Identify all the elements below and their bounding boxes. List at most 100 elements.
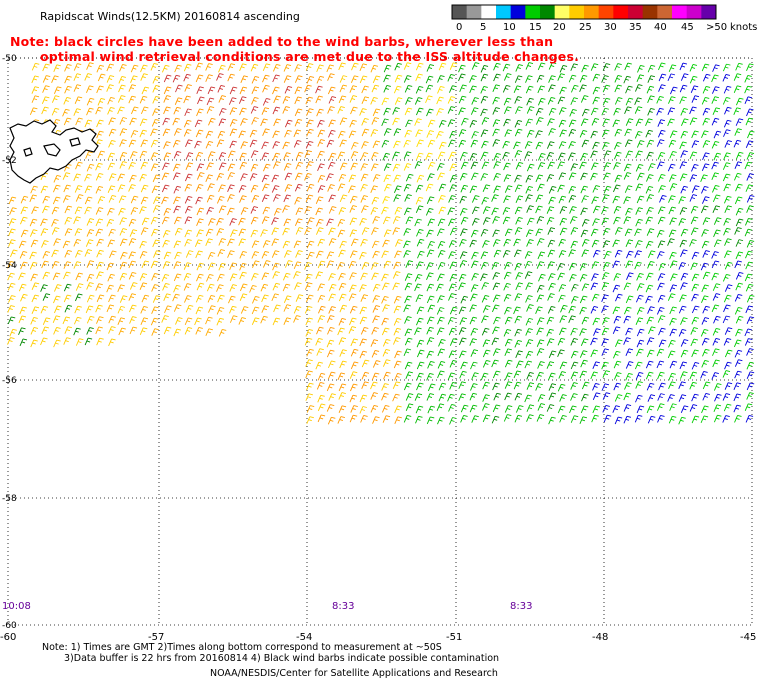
wind-barb bbox=[337, 229, 346, 238]
wind-barb bbox=[470, 139, 479, 148]
wind-barb bbox=[448, 404, 456, 412]
wind-barb bbox=[547, 273, 556, 281]
wind-barb bbox=[359, 218, 367, 226]
wind-barb bbox=[625, 361, 634, 369]
wind-barb bbox=[185, 162, 194, 170]
wind-barb bbox=[626, 272, 634, 280]
wind-barb bbox=[625, 348, 634, 356]
wind-barb bbox=[735, 207, 744, 216]
wind-barb bbox=[306, 161, 314, 169]
wind-barb bbox=[393, 317, 402, 326]
wind-barb bbox=[744, 338, 753, 346]
wind-barb bbox=[251, 75, 260, 84]
wind-barb bbox=[623, 404, 632, 412]
wind-barb bbox=[427, 139, 436, 148]
wind-barb bbox=[260, 229, 268, 237]
wind-barb bbox=[747, 130, 755, 139]
wind-barb bbox=[722, 415, 730, 423]
wind-barb bbox=[360, 238, 368, 247]
wind-barb bbox=[262, 98, 271, 106]
wind-barb bbox=[161, 64, 170, 73]
wind-barb bbox=[348, 130, 357, 139]
wind-barb bbox=[108, 195, 117, 203]
wind-barb bbox=[469, 153, 478, 161]
wind-barb bbox=[338, 293, 347, 302]
wind-barb bbox=[195, 129, 204, 138]
wind-barb bbox=[744, 74, 752, 83]
wind-barb bbox=[84, 196, 93, 205]
wind-barb bbox=[724, 205, 732, 214]
wind-barb bbox=[163, 86, 172, 95]
wind-barb bbox=[53, 174, 62, 183]
wind-barb bbox=[416, 238, 425, 247]
wind-barb bbox=[339, 240, 347, 249]
wind-barb bbox=[40, 284, 48, 292]
wind-barb bbox=[746, 63, 754, 71]
wind-barb bbox=[96, 271, 104, 280]
wind-barb bbox=[546, 174, 555, 182]
wind-barb bbox=[42, 85, 50, 93]
wind-barb bbox=[613, 315, 622, 324]
wind-barb bbox=[480, 173, 488, 181]
wind-barb bbox=[64, 326, 72, 334]
wind-barb bbox=[317, 139, 325, 147]
wind-barb bbox=[337, 261, 345, 270]
wind-barb bbox=[680, 108, 688, 116]
wind-barb bbox=[218, 152, 227, 160]
wind-barb bbox=[547, 161, 555, 170]
wind-barb bbox=[603, 162, 612, 170]
wind-barb bbox=[118, 327, 126, 336]
wind-barb bbox=[239, 107, 247, 116]
wind-barb bbox=[117, 95, 126, 103]
wind-barb bbox=[636, 195, 645, 204]
wind-barb bbox=[315, 361, 323, 370]
wind-barb bbox=[316, 250, 324, 259]
wind-barb bbox=[635, 84, 643, 92]
wind-barb bbox=[647, 95, 655, 103]
wind-barb bbox=[734, 227, 742, 235]
wind-barb bbox=[723, 183, 731, 192]
wind-barb bbox=[392, 381, 401, 390]
wind-barb bbox=[669, 360, 678, 369]
wind-barb bbox=[172, 163, 181, 172]
wind-barb bbox=[667, 73, 676, 82]
wind-barb bbox=[97, 150, 105, 159]
wind-barb bbox=[656, 251, 665, 259]
wind-barb bbox=[536, 339, 545, 347]
wind-barb bbox=[492, 382, 500, 391]
wind-barb bbox=[602, 63, 611, 71]
wind-barb bbox=[251, 194, 260, 203]
wind-barb bbox=[338, 95, 347, 104]
wind-barb bbox=[283, 317, 291, 325]
wind-barb bbox=[700, 371, 708, 379]
wind-barb bbox=[86, 107, 94, 116]
wind-barb bbox=[503, 293, 512, 302]
wind-barb bbox=[471, 62, 480, 70]
wind-barb bbox=[372, 108, 381, 117]
wind-barb bbox=[382, 415, 391, 423]
wind-barb bbox=[525, 175, 534, 183]
wind-barb bbox=[40, 337, 48, 346]
wind-barb bbox=[95, 218, 104, 227]
wind-barb bbox=[437, 151, 446, 160]
wind-barb bbox=[744, 161, 753, 170]
wind-barb bbox=[689, 371, 698, 380]
wind-barb bbox=[106, 304, 115, 313]
wind-barb bbox=[339, 304, 348, 313]
wind-barb bbox=[415, 405, 424, 414]
wind-barb bbox=[416, 174, 425, 183]
wind-barb bbox=[602, 317, 610, 325]
wind-barb bbox=[381, 250, 389, 259]
wind-barb bbox=[449, 306, 458, 315]
wind-barb bbox=[601, 282, 610, 290]
wind-barb bbox=[668, 64, 677, 72]
wind-barb bbox=[504, 405, 513, 413]
wind-barb bbox=[349, 414, 358, 423]
wind-barb bbox=[140, 184, 149, 193]
wind-barb bbox=[557, 337, 566, 346]
wind-barb bbox=[140, 227, 149, 235]
wind-barb bbox=[339, 349, 347, 357]
wind-barb bbox=[240, 306, 249, 314]
wind-barb bbox=[722, 97, 731, 105]
wind-barb bbox=[349, 195, 358, 204]
